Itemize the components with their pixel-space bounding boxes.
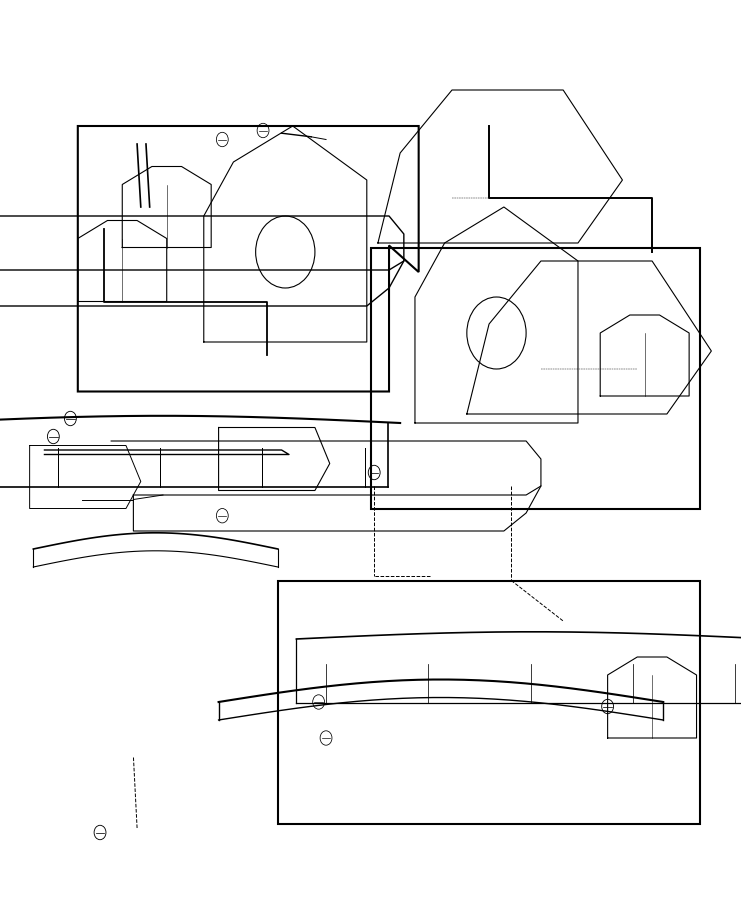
Bar	[278, 580, 700, 824]
Bar	[370, 248, 700, 508]
